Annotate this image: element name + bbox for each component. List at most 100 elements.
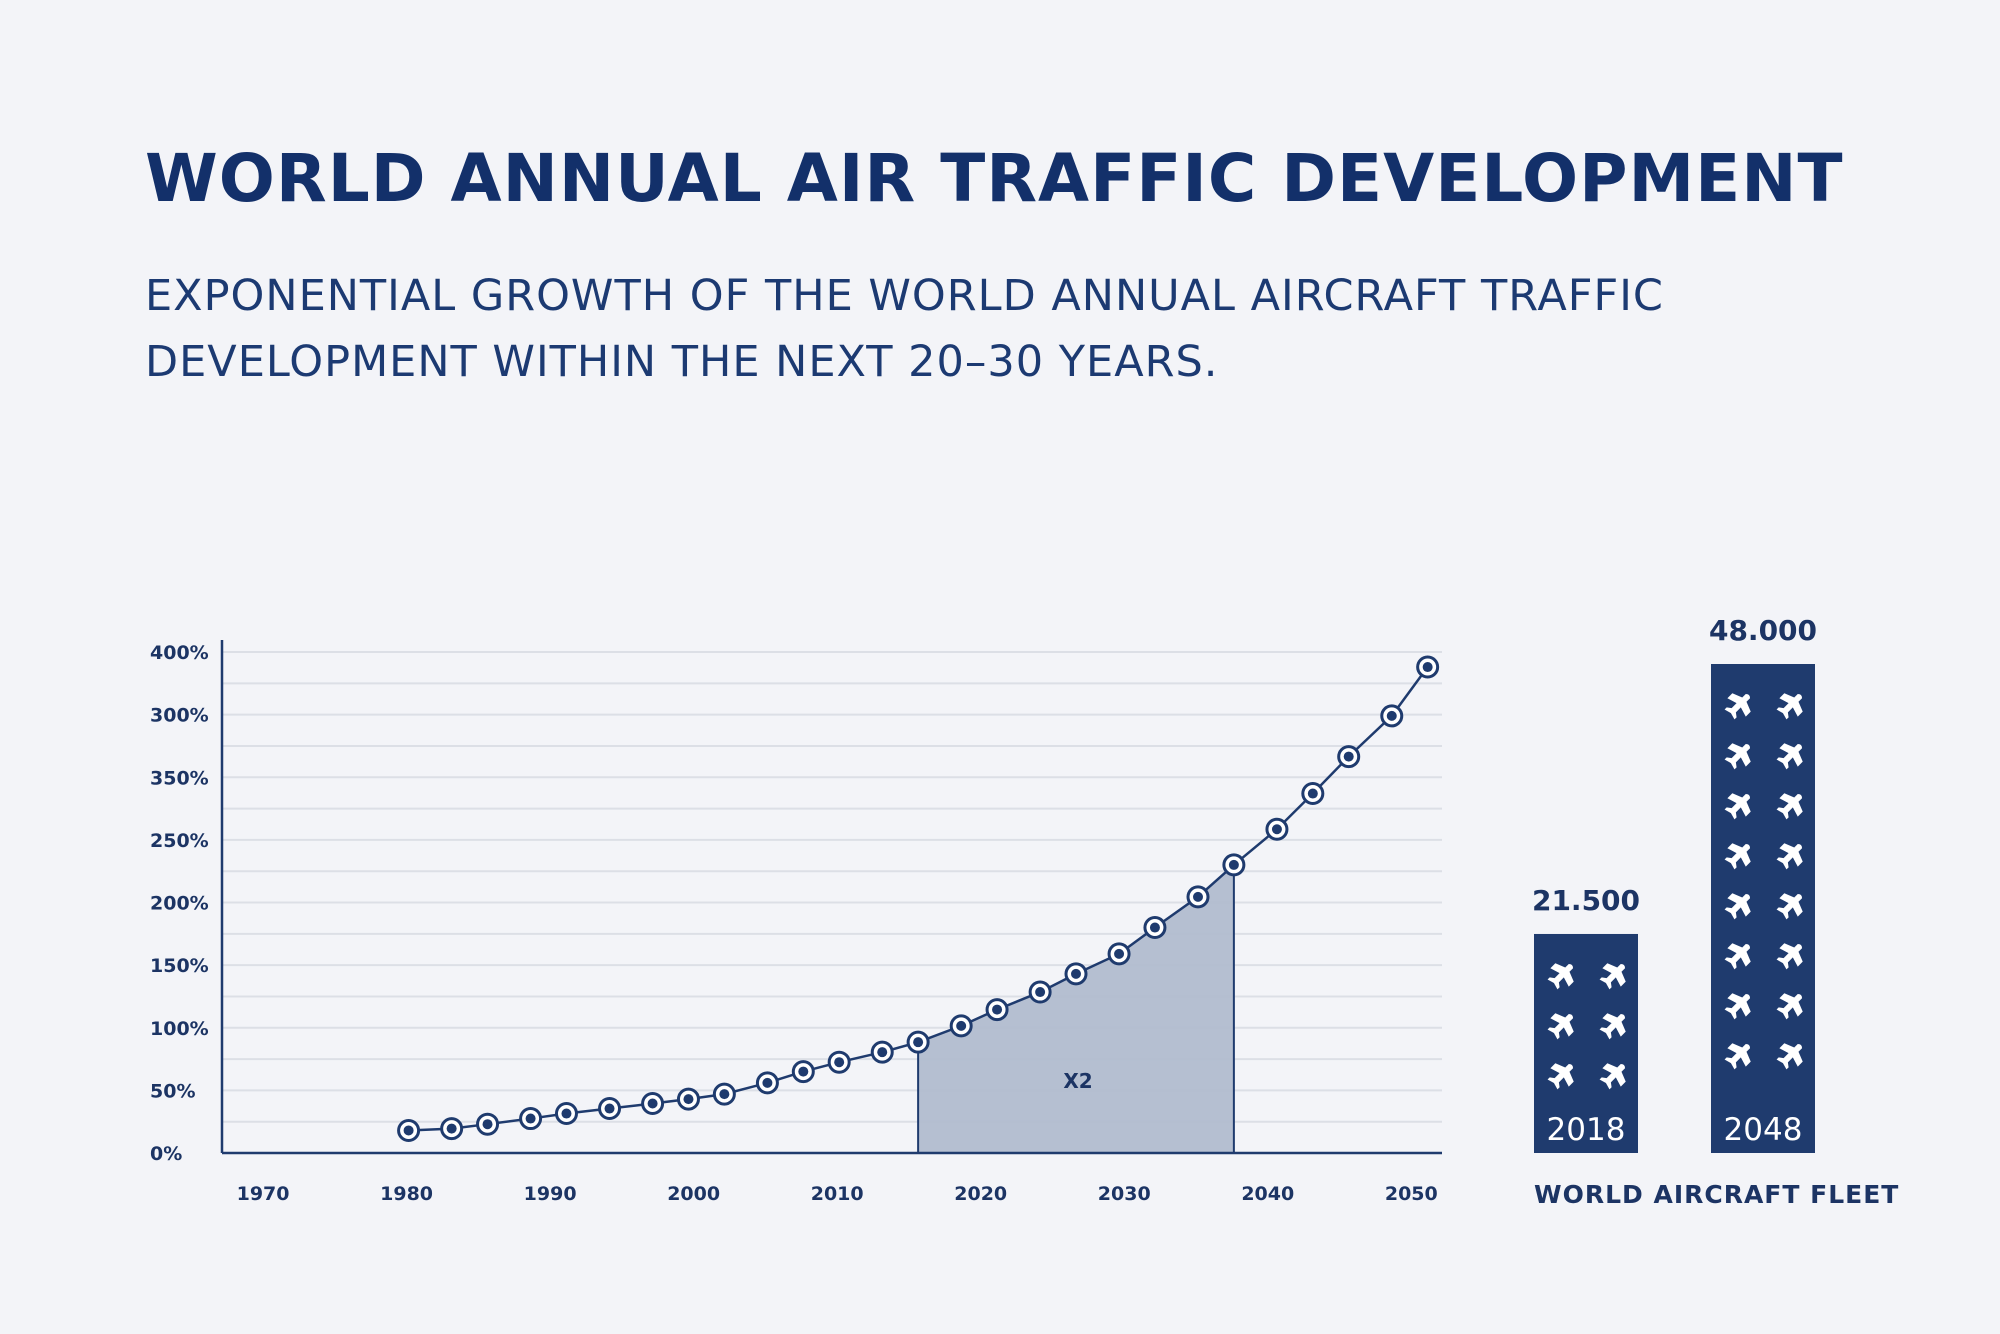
airplane-icon xyxy=(1776,843,1803,870)
data-point xyxy=(1143,916,1167,940)
y-axis-ticks: 0% 50% 100% 150% 200% 250% 350% 300% 400% xyxy=(150,642,209,1165)
airplane-icon xyxy=(1724,943,1751,970)
airplane-icon xyxy=(1776,743,1803,770)
y-tick-label: 0% xyxy=(150,1143,182,1165)
x-tick-label: 2050 xyxy=(1385,1183,1438,1205)
y-tick-label: 250% xyxy=(150,830,209,852)
grid-lines xyxy=(222,651,1442,1123)
data-point xyxy=(1107,942,1131,966)
data-point xyxy=(949,1014,973,1038)
data-point xyxy=(712,1082,736,1106)
data-point xyxy=(1301,782,1325,806)
x-tick-label: 2040 xyxy=(1241,1183,1294,1205)
data-point-dot xyxy=(992,1004,1003,1015)
bar-year-label: 2018 xyxy=(1547,1112,1626,1148)
airplane-icon xyxy=(1599,1013,1626,1040)
data-point xyxy=(676,1087,700,1111)
airplane-icon xyxy=(1547,963,1574,990)
line-chart: X2 0% 50% 100% 150% 200% 250% 350% 300% 400% 197… xyxy=(150,640,1442,1205)
airplane-icon xyxy=(1724,993,1751,1020)
page-title: WORLD ANNUAL AIR TRAFFIC DEVELOPMENT xyxy=(145,140,1844,217)
data-point-dot xyxy=(1114,948,1125,959)
airplane-icon xyxy=(1724,793,1751,820)
data-point xyxy=(985,998,1009,1022)
data-point-dot xyxy=(604,1103,615,1114)
data-point xyxy=(827,1050,851,1074)
airplane-icon xyxy=(1776,993,1803,1020)
airplane-icon xyxy=(1776,893,1803,920)
airplane-icon xyxy=(1724,1043,1751,1070)
airplane-icon xyxy=(1547,1013,1574,1040)
y-tick-label: 200% xyxy=(150,893,209,915)
data-point-dot xyxy=(1228,859,1239,870)
data-point-dot xyxy=(1386,710,1397,721)
data-point-dot xyxy=(1343,751,1354,762)
data-point-dot xyxy=(403,1125,414,1136)
data-point-dot xyxy=(525,1113,536,1124)
data-point xyxy=(1186,885,1210,909)
data-point-dot xyxy=(446,1123,457,1134)
data-point-dot xyxy=(1271,824,1282,835)
data-point-dot xyxy=(1307,788,1318,799)
data-point xyxy=(1265,817,1289,841)
data-point xyxy=(440,1117,464,1141)
airplane-icon xyxy=(1776,1043,1803,1070)
airplane-icon xyxy=(1724,743,1751,770)
data-point xyxy=(1064,962,1088,986)
data-point-dot xyxy=(762,1077,773,1088)
x-tick-label: 2010 xyxy=(811,1183,864,1205)
data-point xyxy=(1222,853,1246,877)
y-tick-label: 150% xyxy=(150,955,209,977)
data-point-dot xyxy=(647,1098,658,1109)
data-point xyxy=(1380,704,1404,728)
x-tick-label: 1970 xyxy=(237,1183,290,1205)
x-tick-label: 2020 xyxy=(954,1183,1007,1205)
series-points xyxy=(397,655,1440,1142)
data-point xyxy=(519,1107,543,1131)
x2-area-fill xyxy=(918,864,1234,1153)
data-point xyxy=(598,1097,622,1121)
x2-annotation: X2 xyxy=(1063,1069,1092,1093)
data-point-dot xyxy=(877,1047,888,1058)
y-tick-label: 400% xyxy=(150,642,209,664)
x-tick-label: 2030 xyxy=(1098,1183,1151,1205)
data-point-dot xyxy=(1422,662,1433,673)
data-point-dot xyxy=(1193,891,1203,902)
data-point-dot xyxy=(683,1094,694,1105)
airplane-icon xyxy=(1776,793,1803,820)
data-point-dot xyxy=(482,1119,493,1130)
y-tick-label: 50% xyxy=(150,1080,195,1102)
airplane-icon xyxy=(1599,1063,1626,1090)
data-point xyxy=(906,1030,930,1054)
data-point xyxy=(791,1060,815,1084)
x2-area: X2 xyxy=(917,864,1235,1153)
data-point xyxy=(1028,980,1052,1004)
x-axis-ticks: 1970 1980 1990 2000 2010 2020 2030 2040 2050 xyxy=(237,1183,1438,1205)
airplane-icon xyxy=(1724,843,1751,870)
data-point xyxy=(755,1071,779,1095)
fleet-bar-2048: 48.000 2048 xyxy=(1709,614,1817,1153)
x-tick-label: 1990 xyxy=(524,1183,577,1205)
airplane-icon xyxy=(1547,1063,1574,1090)
fleet-bar-2018: 21.500 2018 xyxy=(1532,884,1640,1153)
data-point-dot xyxy=(798,1066,809,1077)
data-point-dot xyxy=(1149,922,1160,933)
data-point-dot xyxy=(1035,987,1046,998)
data-point-dot xyxy=(956,1020,967,1031)
data-point-dot xyxy=(561,1108,572,1119)
x-tick-label: 2000 xyxy=(667,1183,720,1205)
data-point xyxy=(1337,745,1361,769)
airplane-icon xyxy=(1599,963,1626,990)
data-point xyxy=(476,1112,500,1136)
page-subtitle: EXPONENTIAL GROWTH OF THE WORLD ANNUAL A… xyxy=(145,271,1664,387)
fleet-bar-chart: 21.500 2018 48.000 2048 WORLD AIRCRAFT FLEET xyxy=(1532,614,1898,1209)
data-point xyxy=(397,1118,421,1142)
bar-year-label: 2048 xyxy=(1724,1112,1803,1148)
data-point-dot xyxy=(834,1057,845,1068)
airplane-icon xyxy=(1776,943,1803,970)
data-point xyxy=(870,1040,894,1064)
data-point xyxy=(641,1092,665,1116)
x-tick-label: 1980 xyxy=(380,1183,433,1205)
chart-axes xyxy=(220,640,1442,1155)
